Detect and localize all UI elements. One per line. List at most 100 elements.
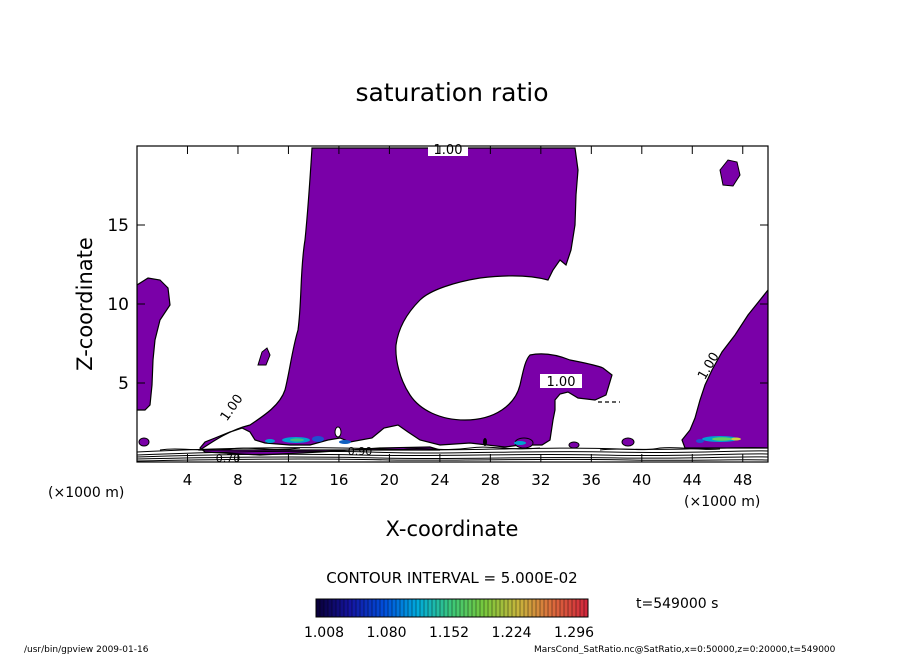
- x-tick-label: 28: [481, 471, 500, 489]
- colorbar-step: [496, 599, 501, 617]
- colorbar-step: [440, 599, 445, 617]
- colorbar-step: [480, 599, 485, 617]
- y-axis: 5 10 15: [107, 216, 768, 394]
- colorbar-step: [444, 599, 449, 617]
- colorbar-step: [468, 599, 473, 617]
- colorbar-step: [544, 599, 549, 617]
- colorbar-step: [428, 599, 433, 617]
- colorbar-step: [360, 599, 365, 617]
- colorbar-step: [532, 599, 537, 617]
- contour-label: 0.90: [348, 445, 373, 458]
- x-tick-label: 12: [279, 471, 298, 489]
- colorbar-step: [336, 599, 341, 617]
- colorbar-step: [560, 599, 565, 617]
- colorbar-step: [456, 599, 461, 617]
- colorbar-step: [460, 599, 465, 617]
- colorbar-step: [512, 599, 517, 617]
- colorbar: [315, 599, 589, 617]
- colorbar-step: [540, 599, 545, 617]
- supersaturated-region-main: [198, 147, 613, 456]
- colorbar-step: [448, 599, 453, 617]
- colorbar-step: [568, 599, 573, 617]
- x-tick-label: 48: [733, 471, 752, 489]
- colorbar-step: [320, 599, 325, 617]
- footer-right: MarsCond_SatRatio.nc@SatRatio,x=0:50000,…: [534, 645, 836, 654]
- colorbar-step: [344, 599, 349, 617]
- colorbar-step: [380, 599, 385, 617]
- colorbar-label: 1.080: [366, 625, 406, 641]
- colorbar-step: [564, 599, 569, 617]
- colorbar-frame: [315, 598, 589, 618]
- colorbar-step: [516, 599, 521, 617]
- colorbar-step: [376, 599, 381, 617]
- x-axis: 4 8 12 16 20 24 28 32 36 40 44 48: [183, 146, 752, 489]
- colorbar-step: [508, 599, 513, 617]
- x-tick-label: 8: [233, 471, 243, 489]
- x-tick-label: 32: [531, 471, 550, 489]
- colorbar-step: [408, 599, 413, 617]
- colorbar-step: [400, 599, 405, 617]
- colorbar-step: [576, 599, 581, 617]
- colorbar-step: [420, 599, 425, 617]
- colorbar-step: [580, 599, 585, 617]
- colorbar-step: [548, 599, 553, 617]
- contour-label: 1.00: [547, 375, 576, 390]
- colorbar-step: [452, 599, 457, 617]
- time-label: t=549000 s: [636, 596, 718, 612]
- x-tick-label: 40: [632, 471, 651, 489]
- colorbar-step: [464, 599, 469, 617]
- colorbar-step: [432, 599, 437, 617]
- colorbar-step: [392, 599, 397, 617]
- colorbar-step: [416, 599, 421, 617]
- colorbar-step: [332, 599, 337, 617]
- supersaturated-region-small: [257, 347, 271, 366]
- colorbar-step: [412, 599, 417, 617]
- chart-title: saturation ratio: [355, 78, 548, 107]
- colorbar-step: [388, 599, 393, 617]
- x-tick-label: 16: [329, 471, 348, 489]
- colorbar-step: [524, 599, 529, 617]
- colorbar-step: [484, 599, 489, 617]
- colorbar-step: [536, 599, 541, 617]
- contour-label: 1.00: [434, 143, 463, 158]
- colorbar-step: [404, 599, 409, 617]
- x-axis-unit: (×1000 m): [684, 494, 760, 510]
- colorbar-step: [520, 599, 525, 617]
- y-tick-label: 15: [107, 216, 129, 236]
- colorbar-step: [552, 599, 557, 617]
- contour-interval: CONTOUR INTERVAL = 5.000E-02: [326, 569, 577, 587]
- colorbar-step: [584, 599, 589, 617]
- colorbar-step: [340, 599, 345, 617]
- supersaturated-region-topright: [719, 159, 741, 187]
- contour-label: 0.70: [216, 452, 241, 465]
- colorbar-label: 1.296: [554, 625, 594, 641]
- colorbar-step: [472, 599, 477, 617]
- colorbar-step: [424, 599, 429, 617]
- x-tick-label: 20: [380, 471, 399, 489]
- colorbar-step: [556, 599, 561, 617]
- supersaturated-region-right: [681, 289, 768, 449]
- x-axis-title: X-coordinate: [386, 517, 519, 541]
- colorbar-step: [348, 599, 353, 617]
- colorbar-step: [352, 599, 357, 617]
- surface-blob: [621, 437, 635, 447]
- colorbar-label: 1.008: [304, 625, 344, 641]
- colorbar-labels: 1.008 1.080 1.152 1.224 1.296: [304, 625, 594, 641]
- surface-blob: [568, 441, 580, 449]
- colorbar-step: [488, 599, 493, 617]
- colorbar-step: [436, 599, 441, 617]
- surface-blob: [138, 437, 150, 447]
- colorbar-step: [528, 599, 533, 617]
- colorbar-step: [356, 599, 361, 617]
- colorbar-step: [500, 599, 505, 617]
- contour-label: 1.00: [218, 392, 247, 424]
- footer-left: /usr/bin/gpview 2009-01-16: [24, 645, 149, 654]
- x-tick-label: 36: [582, 471, 601, 489]
- colorbar-step: [368, 599, 373, 617]
- surface-blob: [483, 438, 487, 446]
- colorbar-step: [324, 599, 329, 617]
- colorbar-step: [504, 599, 509, 617]
- colorbar-label: 1.152: [429, 625, 469, 641]
- colorbar-step: [372, 599, 377, 617]
